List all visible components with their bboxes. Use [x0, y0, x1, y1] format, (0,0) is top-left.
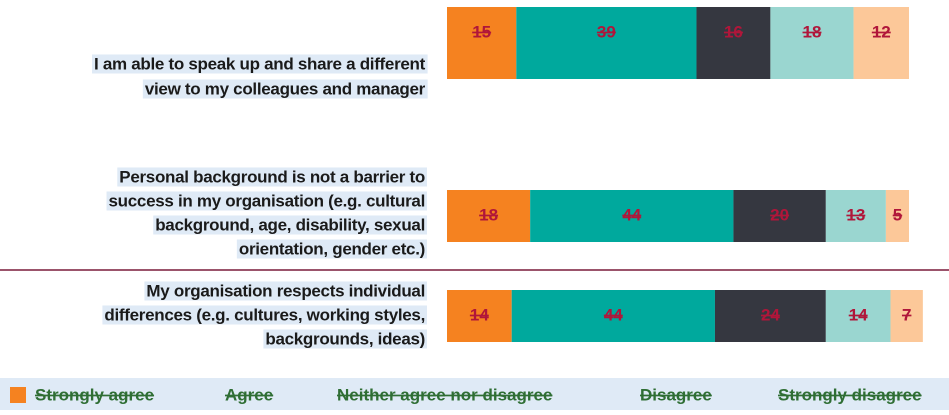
data-label: 44 — [622, 205, 641, 224]
label-highlight — [106, 191, 427, 211]
data-label: 15 — [472, 22, 491, 41]
category-label: Personal background is not a barrier to — [119, 167, 425, 186]
label-highlight — [102, 305, 427, 325]
legend-label: Agree — [225, 385, 273, 404]
bar-segment — [733, 190, 826, 242]
category-label: I am able to speak up and share a differ… — [94, 54, 426, 73]
bar-segment — [770, 7, 854, 79]
legend-label: Disagree — [640, 385, 712, 404]
data-label: 16 — [724, 22, 743, 41]
bar-segment — [825, 290, 891, 342]
bar-segment — [511, 290, 715, 342]
data-label: 20 — [770, 205, 789, 224]
bar-segment — [885, 190, 909, 242]
label-highlight — [236, 239, 427, 259]
bar-segment — [714, 290, 826, 342]
data-label: 24 — [761, 305, 780, 324]
data-label: 44 — [604, 305, 623, 324]
legend-background — [0, 378, 949, 410]
bar-segment — [853, 7, 909, 79]
bar-segment — [516, 7, 697, 79]
data-label: 5 — [893, 205, 902, 224]
bar-segment — [890, 290, 923, 342]
bar-segment — [530, 190, 734, 242]
category-label: differences (e.g. cultures, working styl… — [104, 305, 425, 324]
data-label: 18 — [479, 205, 498, 224]
label-highlight — [153, 215, 427, 235]
data-label: 39 — [597, 22, 616, 41]
label-highlight — [117, 167, 427, 187]
data-label: 14 — [849, 305, 868, 324]
data-label: 18 — [803, 22, 822, 41]
bar-segment — [447, 7, 517, 79]
data-label: 7 — [902, 305, 911, 324]
legend-swatch — [10, 387, 26, 403]
legend-label: Strongly disagree — [778, 385, 922, 404]
legend-label: Neither agree nor disagree — [337, 385, 552, 404]
bar-segment — [447, 290, 512, 342]
bar-segment — [447, 190, 531, 242]
data-label: 12 — [872, 22, 891, 41]
label-highlight — [142, 79, 428, 99]
category-label: success in my organisation (e.g. cultura… — [109, 191, 425, 210]
bar-segment — [696, 7, 771, 79]
data-label: 13 — [846, 205, 865, 224]
category-label: view to my colleagues and manager — [145, 79, 426, 98]
legend-label: Strongly agree — [35, 385, 154, 404]
label-highlight — [92, 54, 428, 74]
bar-segment — [825, 190, 886, 242]
category-label: background, age, disability, sexual — [155, 215, 425, 234]
category-label: orientation, gender etc.) — [239, 239, 425, 258]
category-label: backgrounds, ideas) — [265, 329, 425, 348]
label-highlight — [263, 329, 427, 349]
category-label: My organisation respects individual — [146, 281, 425, 300]
label-highlight — [144, 281, 427, 301]
data-label: 14 — [470, 305, 489, 324]
